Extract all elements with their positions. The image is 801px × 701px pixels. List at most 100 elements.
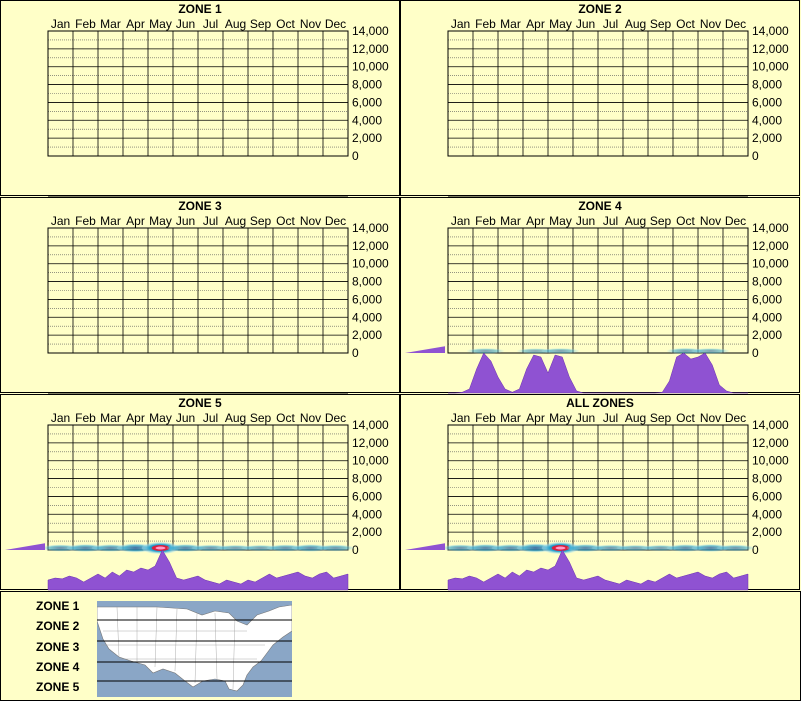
month-label: Feb [475, 411, 496, 425]
y-tick-label: 8,000 [752, 472, 782, 486]
heat-cell [716, 544, 755, 552]
legend-zone-1-label: ZONE 1 [36, 599, 80, 613]
month-label: Aug [225, 17, 246, 31]
month-label: May [149, 411, 172, 425]
monthly-profile-area [47, 549, 349, 591]
month-label: Sep [250, 214, 272, 228]
month-label: Apr [526, 214, 545, 228]
month-label: Jul [203, 214, 218, 228]
y-tick-label: 10,000 [352, 60, 389, 74]
zone-title: ZONE 1 [178, 2, 222, 16]
zone-title: ZONE 5 [178, 396, 222, 410]
chart-panel-6: Jan Feb Mar Apr May Jun Jul Aug Sep Oct Nov Dec 14,0… [400, 394, 800, 591]
y-tick-label: 8,000 [352, 472, 382, 486]
y-tick-label: 10,000 [352, 257, 389, 271]
month-label: Jun [576, 411, 595, 425]
y-tick-label: 2,000 [752, 131, 782, 145]
chart-svg: Jan Feb Mar Apr May Jun Jul Aug Sep Oct Nov Dec 14,0… [447, 17, 789, 197]
month-label: Sep [650, 411, 672, 425]
month-label: Jul [203, 411, 218, 425]
monthly-profile-area [448, 352, 748, 394]
y-tick-label: 4,000 [352, 310, 382, 324]
side-profile [405, 346, 445, 353]
month-label: Oct [276, 214, 295, 228]
y-tick-label: 6,000 [352, 489, 382, 503]
y-tick-label: 6,000 [752, 489, 782, 503]
y-tick-label: 4,000 [752, 507, 782, 521]
heat-cell [541, 348, 580, 354]
month-label: Jun [176, 214, 195, 228]
month-label: Aug [625, 214, 646, 228]
month-label: Jun [576, 17, 595, 31]
heat-cell [691, 348, 730, 354]
monthly-profile-area [447, 549, 749, 591]
month-label: Jun [176, 411, 195, 425]
chart-svg: Jan Feb Mar Apr May Jun Jul Aug Sep Oct Nov Dec 14,0… [47, 17, 389, 197]
month-label: Feb [475, 17, 496, 31]
zone-title: ZONE 4 [578, 199, 622, 213]
heat-cell [566, 544, 605, 552]
month-label: Aug [225, 411, 246, 425]
month-label: Nov [300, 411, 321, 425]
chart-svg: Jan Feb Mar Apr May Jun Jul Aug Sep Oct Nov Dec 14,0… [47, 214, 389, 394]
month-label: May [149, 17, 172, 31]
y-tick-label: 6,000 [752, 95, 782, 109]
month-label: Sep [250, 411, 272, 425]
legend-zone-3-label: ZONE 3 [36, 640, 80, 654]
y-tick-label: 14,000 [352, 418, 389, 432]
month-label: Jan [451, 411, 470, 425]
month-label: Mar [500, 214, 521, 228]
y-tick-label: 12,000 [752, 436, 789, 450]
month-label: Jul [603, 214, 618, 228]
chart-panel-2: Jan Feb Mar Apr May Jun Jul Aug Sep Oct Nov Dec 14,0… [400, 0, 800, 197]
y-tick-label: 12,000 [352, 436, 389, 450]
heat-cell [691, 544, 730, 552]
month-label: Mar [500, 17, 521, 31]
y-tick-label: 10,000 [352, 454, 389, 468]
month-label: Nov [700, 17, 721, 31]
chart-svg: Jan Feb Mar Apr May Jun Jul Aug Sep Oct Nov Dec 14,0… [5, 411, 389, 591]
month-label: May [149, 214, 172, 228]
month-label: Dec [725, 17, 746, 31]
month-label: Oct [276, 17, 295, 31]
month-label: Apr [126, 17, 145, 31]
y-tick-label: 10,000 [752, 60, 789, 74]
month-label: Jan [51, 17, 70, 31]
legend-zone-5-label: ZONE 5 [36, 680, 80, 694]
heat-cell [316, 544, 355, 552]
y-tick-label: 4,000 [352, 113, 382, 127]
month-label: Jul [603, 17, 618, 31]
heat-cell [466, 348, 505, 354]
zone-title: ZONE 2 [578, 2, 622, 16]
y-tick-label: 4,000 [752, 310, 782, 324]
month-label: Apr [126, 214, 145, 228]
month-label: Sep [650, 17, 672, 31]
month-label: Nov [700, 214, 721, 228]
month-label: Oct [676, 411, 695, 425]
y-tick-label: 14,000 [752, 24, 789, 38]
month-label: Feb [75, 17, 96, 31]
month-label: May [549, 17, 572, 31]
y-tick-label: 2,000 [752, 328, 782, 342]
legend-zone-4-label: ZONE 4 [36, 660, 80, 674]
month-label: Oct [276, 411, 295, 425]
y-tick-label: 8,000 [352, 78, 382, 92]
month-label: Apr [526, 17, 545, 31]
month-label: May [549, 411, 572, 425]
y-tick-label: 12,000 [352, 239, 389, 253]
y-tick-label: 12,000 [752, 42, 789, 56]
month-label: Dec [325, 17, 346, 31]
month-label: Jul [203, 17, 218, 31]
y-tick-label: 0 [352, 149, 359, 163]
month-label: Nov [700, 411, 721, 425]
zone-title: ALL ZONES [566, 396, 634, 410]
month-label: Sep [650, 214, 672, 228]
y-tick-label: 0 [352, 543, 359, 557]
month-label: Apr [126, 411, 145, 425]
month-label: Feb [75, 411, 96, 425]
y-tick-label: 0 [752, 149, 759, 163]
y-tick-label: 0 [752, 543, 759, 557]
month-label: Mar [100, 17, 121, 31]
y-tick-label: 12,000 [752, 239, 789, 253]
y-tick-label: 14,000 [352, 221, 389, 235]
